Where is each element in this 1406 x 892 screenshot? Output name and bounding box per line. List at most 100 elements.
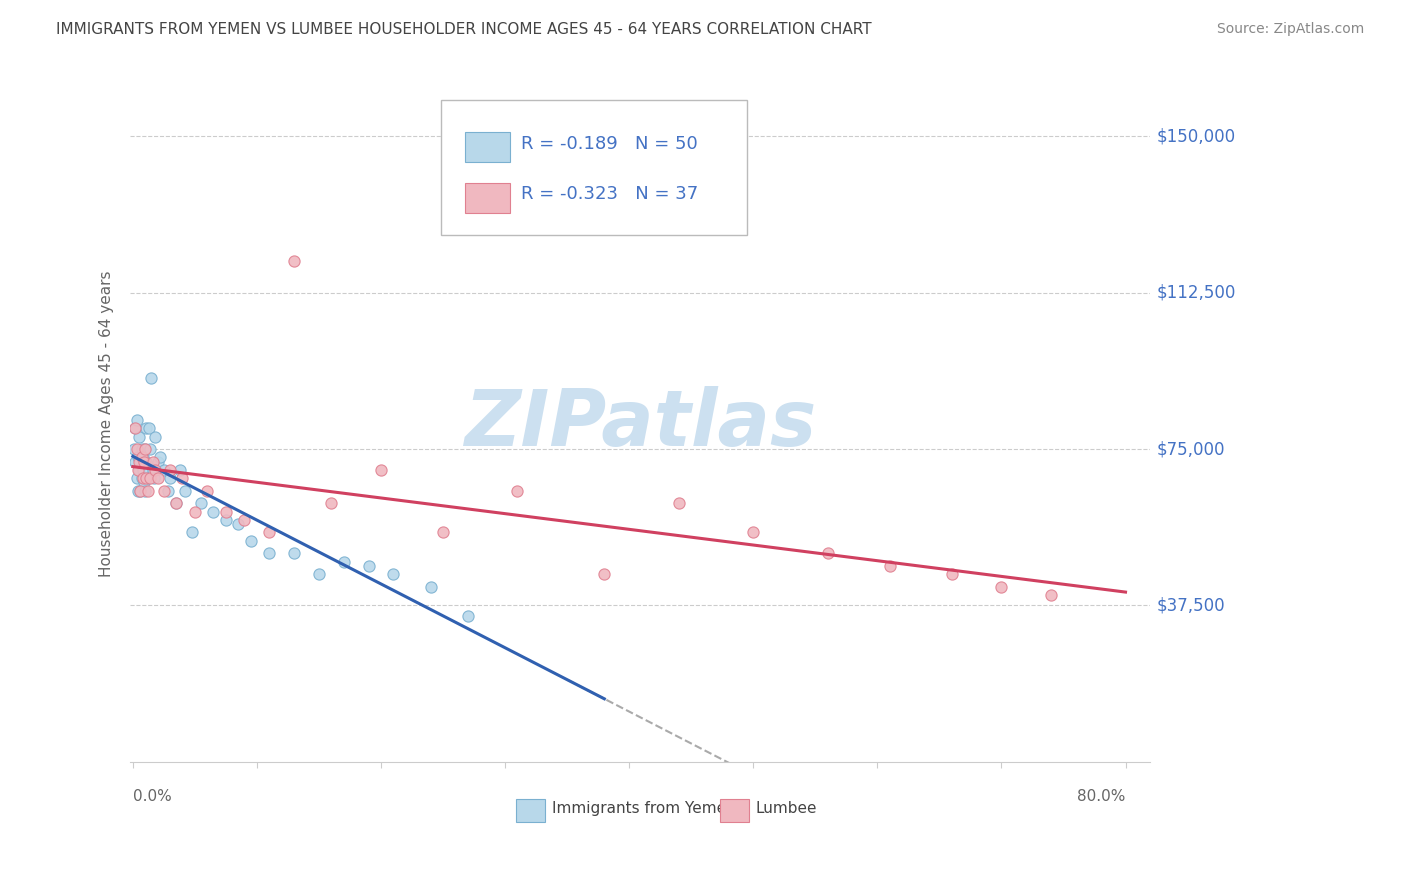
Point xyxy=(128,463,150,477)
Point xyxy=(143,463,166,477)
Point xyxy=(233,513,256,527)
Point xyxy=(132,475,155,490)
Point xyxy=(941,567,963,582)
Point xyxy=(169,463,191,477)
Point xyxy=(283,254,305,268)
Point xyxy=(332,555,354,569)
Text: 0.0%: 0.0% xyxy=(132,789,172,804)
Point xyxy=(131,442,153,456)
Point xyxy=(146,454,169,468)
Point xyxy=(593,567,616,582)
Point xyxy=(132,463,155,477)
Point xyxy=(141,371,163,385)
FancyBboxPatch shape xyxy=(465,183,510,212)
Point xyxy=(181,525,204,540)
Point xyxy=(259,525,281,540)
Point xyxy=(136,471,159,485)
Point xyxy=(165,496,187,510)
FancyBboxPatch shape xyxy=(465,132,510,162)
Text: $150,000: $150,000 xyxy=(1157,128,1236,145)
Point xyxy=(1040,588,1063,602)
Point xyxy=(879,558,901,573)
Point xyxy=(172,471,194,485)
Point xyxy=(146,471,169,485)
Point xyxy=(132,454,155,468)
Point xyxy=(129,483,152,498)
Point xyxy=(149,450,172,465)
Point xyxy=(382,567,405,582)
Text: ZIPatlas: ZIPatlas xyxy=(464,386,817,462)
Point xyxy=(136,483,159,498)
Point xyxy=(129,483,152,498)
FancyBboxPatch shape xyxy=(720,799,749,822)
Text: Source: ZipAtlas.com: Source: ZipAtlas.com xyxy=(1216,22,1364,37)
Point xyxy=(990,580,1012,594)
Point xyxy=(165,496,187,510)
Point xyxy=(122,442,145,456)
Point xyxy=(153,483,176,498)
Point xyxy=(357,558,380,573)
Point xyxy=(131,471,153,485)
Y-axis label: Householder Income Ages 45 - 64 years: Householder Income Ages 45 - 64 years xyxy=(100,271,114,577)
Point xyxy=(457,608,479,623)
Text: $112,500: $112,500 xyxy=(1157,284,1236,301)
Point xyxy=(817,546,839,560)
Text: IMMIGRANTS FROM YEMEN VS LUMBEE HOUSEHOLDER INCOME AGES 45 - 64 YEARS CORRELATIO: IMMIGRANTS FROM YEMEN VS LUMBEE HOUSEHOL… xyxy=(56,22,872,37)
Point xyxy=(129,454,152,468)
Text: Lumbee: Lumbee xyxy=(755,801,817,816)
Point xyxy=(142,454,165,468)
FancyBboxPatch shape xyxy=(516,799,546,822)
Point xyxy=(138,421,160,435)
Point xyxy=(432,525,454,540)
Point xyxy=(156,483,179,498)
Point xyxy=(283,546,305,560)
Point xyxy=(125,413,148,427)
Point xyxy=(128,429,150,443)
Point xyxy=(142,463,165,477)
Point xyxy=(174,483,197,498)
Point xyxy=(226,517,249,532)
Point xyxy=(308,567,330,582)
Point xyxy=(124,421,146,435)
Point xyxy=(128,454,150,468)
Point xyxy=(184,504,207,518)
Point xyxy=(215,513,238,527)
Point xyxy=(202,504,225,518)
Point xyxy=(153,463,176,477)
Point xyxy=(134,442,156,456)
Point xyxy=(742,525,765,540)
Point xyxy=(127,450,149,465)
Point xyxy=(132,471,155,485)
Text: R = -0.189   N = 50: R = -0.189 N = 50 xyxy=(522,135,697,153)
Point xyxy=(135,471,157,485)
Text: $37,500: $37,500 xyxy=(1157,597,1225,615)
Point xyxy=(124,421,146,435)
Point xyxy=(143,429,166,443)
Point xyxy=(419,580,441,594)
Point xyxy=(127,483,149,498)
Point xyxy=(132,450,155,465)
Point xyxy=(159,471,181,485)
Point xyxy=(195,483,218,498)
Point xyxy=(125,442,148,456)
Text: R = -0.323   N = 37: R = -0.323 N = 37 xyxy=(522,186,699,203)
Text: 80.0%: 80.0% xyxy=(1077,789,1126,804)
Point xyxy=(370,463,392,477)
Point xyxy=(259,546,281,560)
Point xyxy=(134,442,156,456)
Point xyxy=(135,454,157,468)
Point xyxy=(125,471,148,485)
Point xyxy=(127,463,149,477)
Point xyxy=(321,496,343,510)
Text: $75,000: $75,000 xyxy=(1157,440,1225,458)
Point xyxy=(134,483,156,498)
Point xyxy=(668,496,690,510)
Point xyxy=(135,421,157,435)
Point xyxy=(215,504,238,518)
Point xyxy=(142,471,165,485)
Point xyxy=(132,454,155,468)
Point xyxy=(506,483,529,498)
Point xyxy=(131,450,153,465)
Point xyxy=(139,442,162,456)
Point xyxy=(139,471,162,485)
